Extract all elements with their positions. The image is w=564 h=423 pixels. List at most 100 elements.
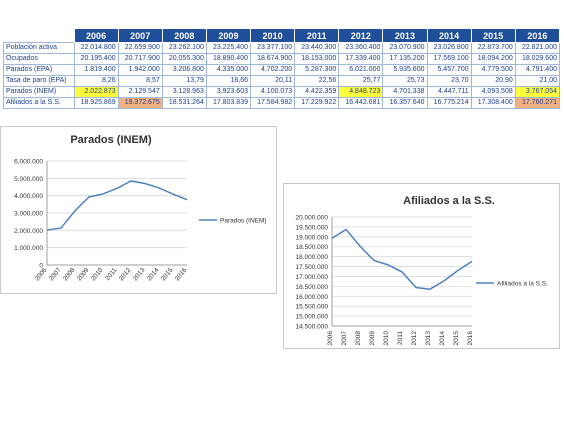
x-tick-label: 2007 xyxy=(341,331,348,346)
table-cell: 4.447.711 xyxy=(426,86,472,98)
table-cell: 23.440.300 xyxy=(294,42,340,54)
x-tick-label: 2014 xyxy=(146,266,161,282)
table-cell: 21,00 xyxy=(514,75,561,87)
row-label: Afiliados a la S.S. xyxy=(3,97,75,109)
y-tick-label: 4.000.000 xyxy=(14,193,43,200)
table-cell: 3.923.603 xyxy=(205,86,252,98)
y-tick-label: 6.000.000 xyxy=(14,159,43,166)
table-cell: 23.262.100 xyxy=(161,42,207,54)
row-label: Ocupados xyxy=(3,53,75,65)
table-cell: 4.100.073 xyxy=(249,86,296,98)
table-cell: 17.569.100 xyxy=(426,53,472,65)
table-cell: 4.848.723 xyxy=(338,86,384,98)
legend-label: Afiliados a la S.S. xyxy=(497,281,548,288)
x-tick-label: 2011 xyxy=(104,266,119,282)
year-header-2015: 2015 xyxy=(470,28,516,43)
row-label: Parados (INEM) xyxy=(3,86,75,98)
table-cell: 4.422.359 xyxy=(294,86,340,98)
y-tick-label: 19.000.000 xyxy=(295,234,328,241)
x-tick-label: 2006 xyxy=(34,266,49,282)
table-cell: 18.925.869 xyxy=(73,97,119,109)
x-tick-label: 2010 xyxy=(383,331,390,346)
chart-title: Afiliados a la S.S. xyxy=(403,195,495,207)
y-tick-label: 0 xyxy=(39,263,43,270)
y-tick-label: 20.000.000 xyxy=(295,215,328,222)
table-cell: 17.803.839 xyxy=(205,97,252,109)
y-tick-label: 15.000.000 xyxy=(295,314,328,321)
y-tick-label: 15.500.000 xyxy=(295,304,328,311)
table-cell: 4.791.400 xyxy=(514,64,561,76)
table-cell: 17.584.982 xyxy=(249,97,296,109)
x-tick-label: 2007 xyxy=(48,266,63,282)
table-cell: 18.890.400 xyxy=(205,53,252,65)
parados-inem-chart: Parados (INEM) 0 1.000.000 2.000.000 3.000.0… xyxy=(0,126,277,294)
x-tick-label: 2012 xyxy=(118,266,133,282)
table-cell: 5.935.600 xyxy=(382,64,428,76)
table-row: Tasa de paro (EPA) 8,26 8,57 13,79 18,66 20,1… xyxy=(3,75,561,87)
y-tick-label: 1.000.000 xyxy=(14,245,43,252)
x-tick-label: 2013 xyxy=(132,266,147,282)
table-cell: 17.339.400 xyxy=(338,53,384,65)
row-label: Tasa de paro (EPA) xyxy=(3,75,75,87)
table-cell: 20.195.400 xyxy=(73,53,119,65)
employment-data-table: 2006 2007 2008 2009 2010 2011 2012 2013 2014 2015… xyxy=(3,28,561,109)
x-tick-label: 2010 xyxy=(90,266,105,282)
table-cell: 22,56 xyxy=(294,75,340,87)
table-cell: 18.094.200 xyxy=(470,53,516,65)
table-cell: 20.717.900 xyxy=(117,53,163,65)
table-cell: 3.767.054 xyxy=(514,86,561,98)
table-cell: 23.026.800 xyxy=(426,42,472,54)
table-cell: 3.206.800 xyxy=(161,64,207,76)
table-cell: 18.531.264 xyxy=(161,97,207,109)
table-cell: 22.014.800 xyxy=(73,42,119,54)
year-header-2012: 2012 xyxy=(338,28,384,43)
x-tick-label: 2015 xyxy=(453,331,460,346)
y-tick-label: 18.500.000 xyxy=(295,244,328,251)
table-cell: 25,77 xyxy=(338,75,384,87)
parados-inem-chart-svg: Parados (INEM) 0 1.000.000 2.000.000 3.000.0… xyxy=(14,134,267,282)
table-row: Ocupados 20.195.400 20.717.900 20.055.300 18… xyxy=(3,53,561,65)
table-corner xyxy=(3,28,74,43)
table-cell: 8,26 xyxy=(73,75,119,87)
table-cell: 23.070.900 xyxy=(382,42,428,54)
table-cell: 4.335.000 xyxy=(205,64,252,76)
row-label: Parados (EPA) xyxy=(3,64,75,76)
year-header-2011: 2011 xyxy=(294,28,340,43)
x-tick-label: 2014 xyxy=(439,331,446,346)
x-tick-label: 2013 xyxy=(425,331,432,346)
year-header-2009: 2009 xyxy=(205,28,252,43)
x-tick-label: 2011 xyxy=(397,331,404,345)
legend-label: Parados (INEM) xyxy=(220,218,267,225)
table-cell: 20,11 xyxy=(249,75,296,87)
y-tick-label: 17.500.000 xyxy=(295,264,328,271)
x-tick-label: 2015 xyxy=(160,266,175,282)
year-header-2010: 2010 xyxy=(249,28,296,43)
table-cell: 1.942.000 xyxy=(117,64,163,76)
y-tick-label: 17.000.000 xyxy=(295,274,328,281)
table-cell: 17.135.200 xyxy=(382,53,428,65)
table-cell: 8,57 xyxy=(117,75,163,87)
table-cell: 4.701.338 xyxy=(382,86,428,98)
table-cell: 16.775.214 xyxy=(426,97,472,109)
table-cell: 4.093.508 xyxy=(470,86,516,98)
table-cell: 23.377.100 xyxy=(249,42,296,54)
year-header-2013: 2013 xyxy=(382,28,428,43)
table-cell: 23.360.400 xyxy=(338,42,384,54)
table-cell: 23,70 xyxy=(426,75,472,87)
table-cell: 18,66 xyxy=(205,75,252,87)
y-tick-label: 18.000.000 xyxy=(295,254,328,261)
table-cell: 19.372.675 xyxy=(117,97,163,109)
year-header-2016: 2016 xyxy=(514,28,561,43)
table-cell: 2.129.547 xyxy=(117,86,163,98)
table-cell: 22.821.000 xyxy=(514,42,561,54)
year-header-2007: 2007 xyxy=(117,28,163,43)
table-cell: 6.021.000 xyxy=(338,64,384,76)
table-cell: 25,73 xyxy=(382,75,428,87)
chart-title: Parados (INEM) xyxy=(70,134,152,146)
x-tick-label: 2009 xyxy=(369,331,376,346)
table-body: Población activa 22.014.800 22.659.900 23.2… xyxy=(3,42,561,109)
x-tick-label: 2016 xyxy=(174,266,189,282)
x-tick-label: 2016 xyxy=(467,331,474,346)
table-row: Parados (EPA) 1.819.400 1.942.000 3.206.800… xyxy=(3,64,561,76)
table-cell: 16.357.640 xyxy=(382,97,428,109)
